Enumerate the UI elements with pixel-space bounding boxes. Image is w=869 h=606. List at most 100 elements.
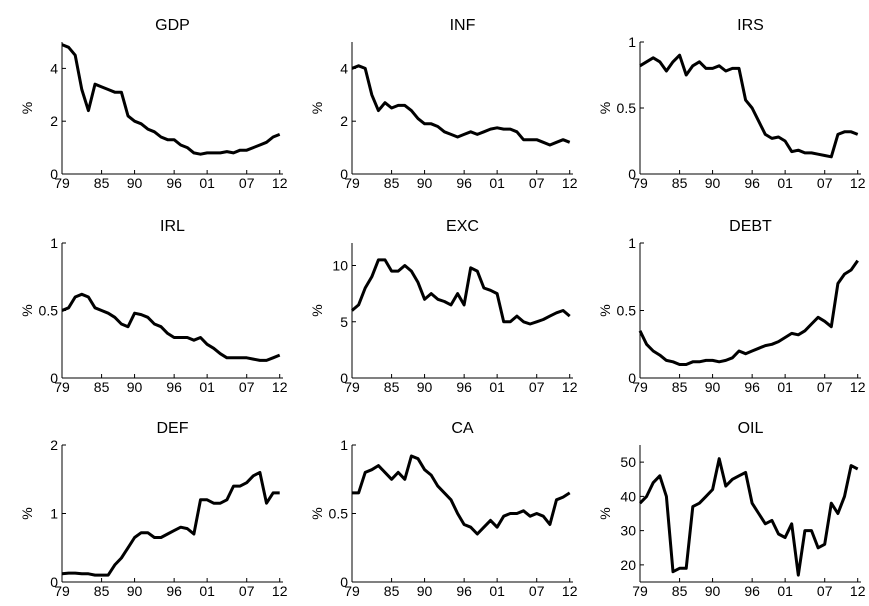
x-tick-label: 90 [417, 175, 433, 191]
x-tick-label: 85 [384, 583, 400, 599]
y-tick-label: 1 [340, 437, 348, 453]
panel: IRL% 0 0.5 1 79 85 90 96 01 07 12 [19, 218, 288, 395]
panel-title: IRL [160, 218, 185, 235]
y-axis-label: % [309, 507, 325, 519]
panel-title: EXC [446, 218, 479, 235]
x-tick-label: 96 [166, 583, 182, 599]
y-axis-label: % [19, 507, 35, 519]
y-tick-label: 0.5 [617, 303, 637, 319]
data-line [61, 43, 281, 156]
x-tick-label: 96 [456, 583, 472, 599]
x-tick-label: 12 [562, 175, 578, 191]
x-tick-label: 79 [344, 379, 360, 395]
x-tick-label: 96 [166, 379, 182, 395]
x-tick-label: 90 [127, 379, 143, 395]
x-tick-label: 79 [632, 175, 648, 191]
x-tick-label: 90 [705, 379, 721, 395]
x-tick-label: 96 [456, 175, 472, 191]
x-tick-label: 07 [239, 379, 255, 395]
data-line [61, 470, 280, 577]
y-tick-label: 0 [340, 370, 348, 386]
y-axis-label: % [309, 102, 325, 114]
y-tick-label: 2 [50, 113, 58, 129]
x-tick-label: 01 [777, 379, 793, 395]
y-axis-label: % [597, 507, 613, 519]
y-tick-label: 1 [628, 34, 636, 50]
data-line [61, 292, 281, 362]
y-tick-label: 0 [50, 574, 58, 590]
x-tick-label: 85 [672, 379, 688, 395]
y-axis-label: % [19, 304, 35, 316]
x-tick-label: 85 [94, 583, 110, 599]
x-tick-label: 90 [705, 583, 721, 599]
x-tick-label: 07 [817, 583, 833, 599]
data-line [351, 64, 571, 147]
y-tick-label: 0 [340, 574, 348, 590]
panel-title: OIL [738, 420, 764, 437]
y-tick-label: 1 [50, 506, 58, 522]
y-tick-label: 0.5 [617, 100, 637, 116]
data-line [638, 457, 859, 577]
y-tick-label: 40 [620, 488, 636, 504]
x-tick-label: 07 [239, 583, 255, 599]
x-tick-label: 01 [199, 175, 215, 191]
panel-title: DEBT [729, 218, 772, 235]
y-tick-label: 1 [50, 235, 58, 251]
y-tick-label: 10 [332, 258, 348, 274]
x-tick-label: 90 [417, 379, 433, 395]
data-line [638, 259, 859, 366]
y-tick-label: 0.5 [39, 303, 59, 319]
data-line [352, 454, 571, 536]
data-line [639, 53, 859, 159]
y-tick-label: 4 [340, 60, 348, 76]
x-tick-label: 96 [744, 583, 760, 599]
y-tick-label: 30 [620, 523, 636, 539]
y-axis-label: % [309, 304, 325, 316]
x-tick-label: 01 [777, 583, 793, 599]
x-tick-label: 90 [127, 583, 143, 599]
x-tick-label: 85 [384, 379, 400, 395]
panel: DEBT% 0 0.5 1 79 85 90 96 01 07 12 [597, 218, 866, 395]
panel-title: DEF [157, 420, 189, 437]
data-line [351, 258, 571, 326]
y-tick-label: 0.5 [329, 506, 349, 522]
y-tick-label: 0 [50, 370, 58, 386]
x-tick-label: 01 [489, 583, 505, 599]
x-tick-label: 85 [672, 175, 688, 191]
x-tick-label: 79 [54, 583, 70, 599]
y-axis-label: % [19, 102, 35, 114]
x-tick-label: 12 [272, 583, 288, 599]
x-tick-label: 96 [456, 379, 472, 395]
panel-title: INF [450, 17, 476, 34]
x-tick-label: 12 [850, 583, 866, 599]
panel: EXC% 0 5 10 79 85 90 96 01 07 12 [309, 218, 578, 395]
y-tick-label: 2 [50, 437, 58, 453]
x-tick-label: 01 [199, 379, 215, 395]
panel: IRS% 0 0.5 1 79 85 90 96 01 07 12 [597, 17, 866, 191]
x-tick-label: 07 [239, 175, 255, 191]
y-tick-label: 0 [628, 370, 636, 386]
y-tick-label: 1 [628, 235, 636, 251]
x-tick-label: 90 [127, 175, 143, 191]
x-tick-label: 96 [166, 175, 182, 191]
x-tick-label: 79 [344, 175, 360, 191]
x-tick-label: 90 [417, 583, 433, 599]
x-tick-label: 07 [817, 379, 833, 395]
x-tick-label: 79 [54, 175, 70, 191]
x-tick-label: 12 [272, 175, 288, 191]
x-tick-label: 07 [817, 175, 833, 191]
x-tick-label: 01 [777, 175, 793, 191]
x-tick-label: 12 [562, 583, 578, 599]
x-tick-label: 85 [94, 175, 110, 191]
y-tick-label: 0 [340, 166, 348, 182]
panel: INF% 0 2 4 79 85 90 96 01 07 12 [309, 17, 578, 191]
x-tick-label: 07 [529, 379, 545, 395]
panel: CA% 0 0.5 1 79 85 90 96 01 07 12 [309, 420, 578, 599]
y-tick-label: 0 [50, 166, 58, 182]
y-tick-label: 50 [620, 454, 636, 470]
x-tick-label: 96 [744, 175, 760, 191]
y-axis-label: % [597, 304, 613, 316]
panel: OIL% 20 30 40 50 79 85 90 96 01 07 12 [597, 420, 866, 599]
